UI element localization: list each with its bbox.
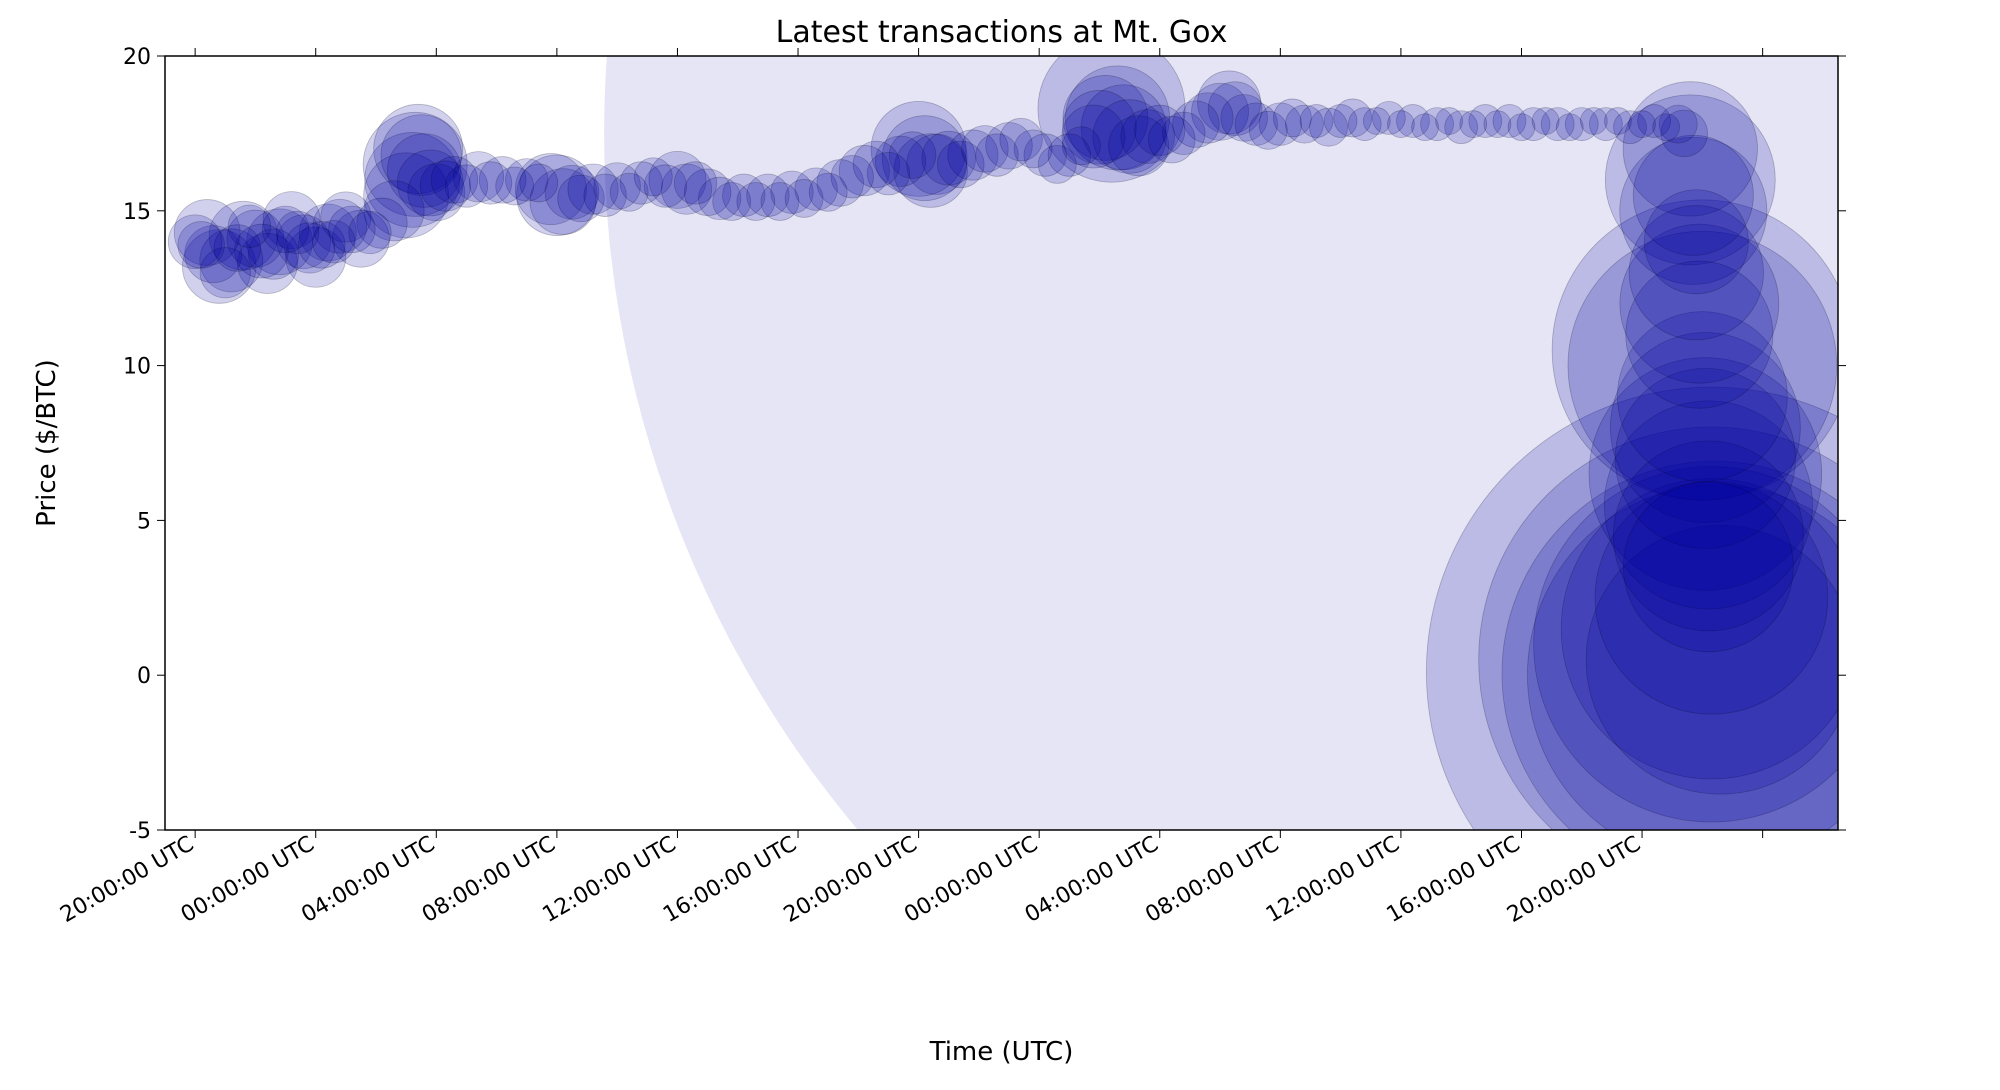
bubble-point — [1532, 108, 1559, 135]
bubble-point — [1580, 108, 1607, 135]
bubble-point — [276, 211, 318, 253]
bubble-point — [1062, 127, 1100, 165]
bubble-point — [1508, 114, 1535, 141]
bubble-point — [634, 158, 672, 196]
y-tick-label: -5 — [129, 819, 151, 844]
bubble-point — [1644, 190, 1748, 294]
bubble-point — [313, 221, 355, 263]
bubble-point — [1363, 108, 1390, 135]
bubble-chart: Latest transactions at Mt. Gox -5 0 5 10 15 20… — [0, 0, 2000, 1090]
x-axis-label: Time (UTC) — [929, 1037, 1074, 1067]
y-tick-label: 5 — [137, 509, 151, 534]
bubble-point — [1484, 111, 1511, 138]
bubble-point — [520, 164, 558, 202]
bubble-point — [1605, 108, 1632, 135]
y-tick-label: 15 — [123, 200, 151, 225]
y-axis-label: Price ($/BTC) — [32, 359, 62, 527]
bubble-point — [1623, 482, 1793, 652]
bubble-point — [228, 205, 270, 247]
bubble-point — [809, 173, 847, 211]
bubble-point — [349, 211, 391, 253]
bubble-point — [1436, 108, 1463, 135]
bubble-point — [1412, 114, 1439, 141]
chart-title: Latest transactions at Mt. Gox — [776, 15, 1228, 50]
bubble-point — [1387, 111, 1414, 138]
bubble-point — [1629, 111, 1656, 138]
bubble-point — [1163, 112, 1205, 154]
bubble-point — [867, 152, 909, 194]
y-tick-label: 0 — [137, 664, 151, 689]
bubble-point — [1556, 114, 1583, 141]
y-tick-label: 20 — [123, 45, 151, 70]
bubble-point — [1653, 114, 1680, 141]
chart-container: Latest transactions at Mt. Gox -5 0 5 10 15 20… — [0, 0, 2000, 1090]
y-tick-label: 10 — [123, 355, 151, 380]
bubble-point — [1460, 111, 1487, 138]
